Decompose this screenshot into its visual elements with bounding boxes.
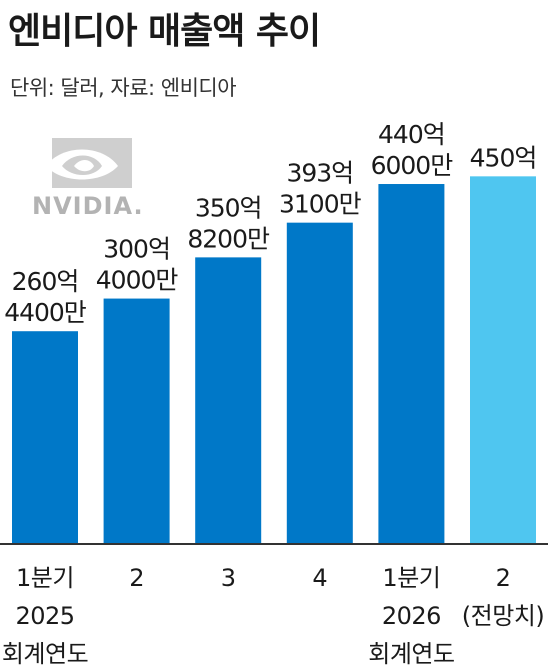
value-label-3-line-1: 350억 (195, 193, 262, 222)
category-label-2-line-1: 2 (129, 564, 144, 592)
value-label-1-line-2: 4400만 (4, 298, 87, 327)
value-label-5-line-1: 440억 (378, 120, 445, 149)
value-label-2-line-2: 4000만 (96, 266, 179, 295)
category-label-5-line-1: 1분기 (382, 564, 440, 592)
category-label-6-line-1: 2 (496, 564, 511, 592)
bar-1 (12, 331, 78, 544)
nvidia-wordmark: NVIDIA. (32, 192, 144, 220)
category-label-1-line-2: 2025 (15, 602, 74, 630)
category-label-5-line-2: 2026 (382, 602, 441, 630)
value-label-3-line-2: 8200만 (187, 224, 270, 253)
category-label-6-line-2: (전망치) (462, 602, 544, 630)
category-label-4-line-1: 4 (312, 564, 327, 592)
bar-6 (470, 176, 536, 544)
value-label-6-line-1: 450억 (470, 143, 537, 172)
nvidia-eye-icon (46, 138, 132, 188)
category-label-3-line-1: 3 (221, 564, 236, 592)
bar-2 (103, 298, 170, 544)
value-label-2-line-1: 300억 (103, 235, 170, 264)
category-label-5-line-3: 회계연도 (368, 640, 454, 668)
nvidia-logo: NVIDIA. (32, 136, 152, 226)
category-label-1-line-1: 1분기 (16, 564, 74, 592)
value-label-5-line-2: 6000만 (371, 151, 454, 180)
bar-5 (378, 184, 445, 544)
value-label-4-line-1: 393억 (286, 159, 353, 188)
chart-title: 엔비디아 매출액 추이 (8, 11, 321, 52)
category-label-1-line-3: 회계연도 (2, 640, 88, 668)
value-label-1-line-1: 260억 (12, 267, 79, 296)
value-label-4-line-2: 3100만 (279, 190, 362, 219)
bar-4 (286, 222, 353, 545)
unit-note: 단위: 달러, 자료: 엔비디아 (10, 76, 237, 100)
bar-3 (195, 257, 262, 544)
